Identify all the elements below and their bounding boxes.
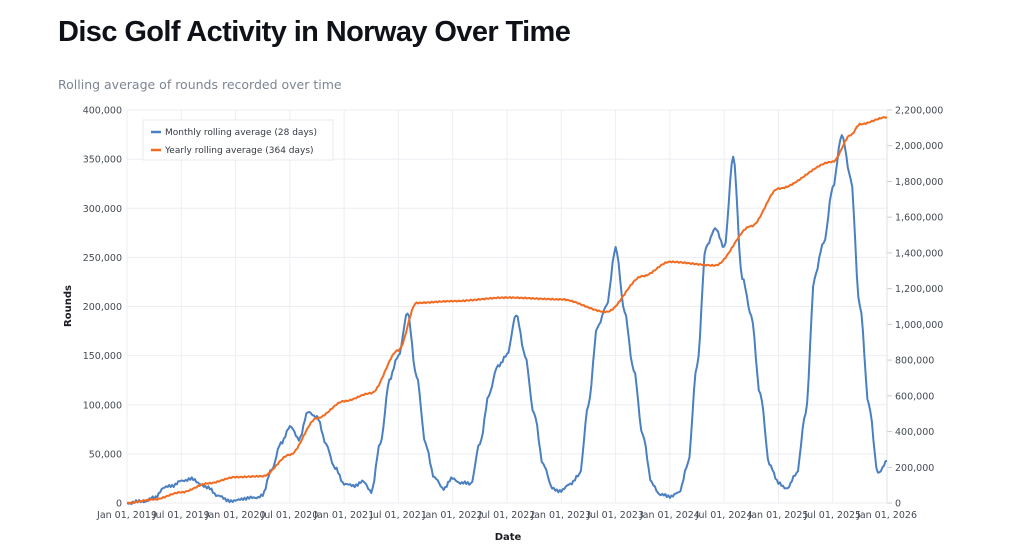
x-tick-label: Jan 01, 2019 (96, 510, 157, 521)
y2-tick-label: 600,000 (895, 391, 934, 402)
y2-tick-label: 1,000,000 (895, 320, 943, 331)
y-tick-label: 150,000 (83, 351, 122, 362)
y2-tick-label: 1,800,000 (895, 177, 943, 188)
y2-axis-ticks: 0 200,000 400,000 600,000 800,000 1,000,000 1,… (886, 106, 943, 510)
series-lines (126, 116, 888, 506)
y-axis-title: Rounds (63, 285, 74, 327)
legend-box (142, 119, 334, 161)
page-title: Disc Golf Activity in Norway Over Time (58, 16, 571, 48)
yearly-series-line (126, 116, 888, 505)
y2-tick-label: 1,400,000 (895, 248, 943, 259)
x-tick-label: Jul 01, 2025 (803, 510, 861, 521)
y2-tick-label: 0 (895, 499, 901, 510)
x-tick-label: Jul 01, 2024 (695, 510, 753, 521)
legend-label-yearly: Yearly rolling average (364 days) (164, 146, 314, 156)
y-axis-ticks: 0 50,000 100,000 150,000 200,000 250,000 300,0… (83, 106, 122, 510)
legend: Monthly rolling average (28 days) Yearly… (142, 119, 334, 161)
x-tick-label: Jul 01, 2020 (260, 510, 318, 521)
y2-tick-label: 200,000 (895, 463, 934, 474)
y2-tick-label: 400,000 (895, 427, 934, 438)
x-tick-label: Jan 01, 2021 (313, 510, 374, 521)
y-tick-label: 350,000 (83, 155, 122, 166)
y-tick-label: 50,000 (89, 449, 122, 460)
x-tick-label: Jan 01, 2025 (747, 510, 808, 521)
page-subtitle: Rolling average of rounds recorded over … (58, 77, 342, 92)
x-axis-title: Date (495, 532, 522, 543)
x-tick-label: Jan 01, 2020 (205, 510, 266, 521)
legend-label-monthly: Monthly rolling average (28 days) (165, 128, 317, 138)
y2-tick-label: 2,200,000 (895, 106, 943, 117)
monthly-series-line (126, 134, 888, 506)
y2-tick-label: 2,000,000 (895, 141, 943, 152)
grid-lines (126, 109, 888, 504)
y-tick-label: 100,000 (83, 400, 122, 411)
y2-tick-label: 1,600,000 (895, 213, 943, 224)
x-tick-label: Jan 01, 2022 (422, 510, 483, 521)
y-tick-label: 300,000 (83, 204, 122, 215)
y-tick-label: 400,000 (83, 106, 122, 117)
x-tick-label: Jul 01, 2023 (586, 510, 644, 521)
x-tick-label: Jul 01, 2022 (478, 510, 536, 521)
y-tick-label: 0 (116, 499, 122, 510)
x-tick-label: Jan 01, 2026 (856, 510, 917, 521)
y2-tick-label: 1,200,000 (895, 284, 943, 295)
x-tick-label: Jul 01, 2021 (369, 510, 427, 521)
y-tick-label: 200,000 (83, 302, 122, 313)
x-tick-label: Jan 01, 2023 (530, 510, 591, 521)
y2-tick-label: 800,000 (895, 356, 934, 367)
x-tick-label: Jan 01, 2024 (639, 510, 700, 521)
y-tick-label: 250,000 (83, 253, 122, 264)
x-tick-label: Jul 01, 2019 (152, 510, 210, 521)
